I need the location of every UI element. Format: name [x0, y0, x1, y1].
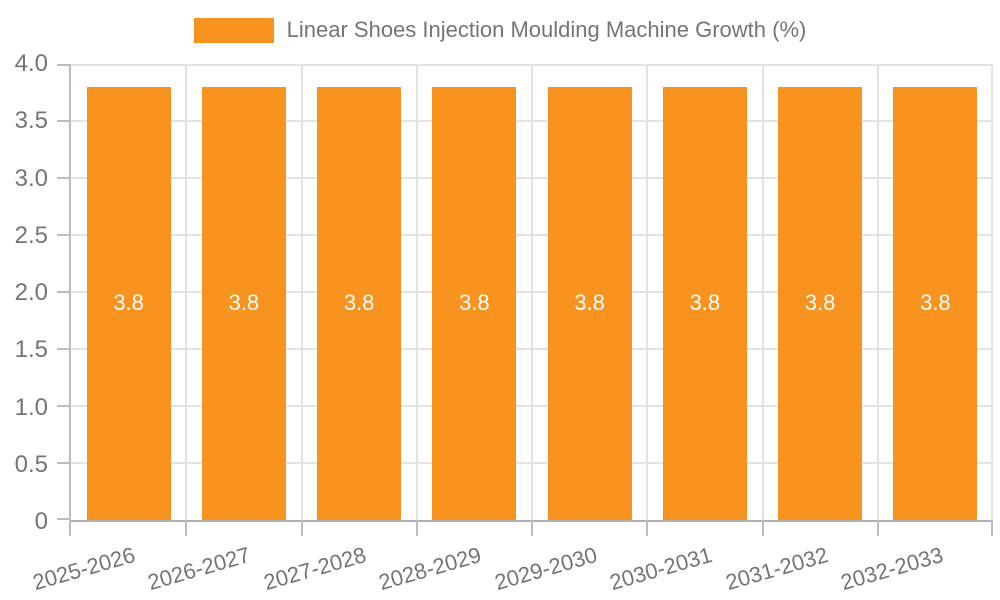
bar: 3.8 [778, 86, 863, 520]
category-cell: 3.8 [186, 64, 301, 520]
gridline [876, 64, 879, 520]
category-cell: 3.8 [302, 64, 417, 520]
bar: 3.8 [893, 86, 978, 520]
category-cell: 3.8 [71, 64, 186, 520]
y-tick-mark [57, 462, 71, 464]
y-tick-label: 2.5 [14, 221, 48, 249]
category-cell: 3.8 [532, 64, 647, 520]
y-tick-label: 3.0 [14, 164, 48, 192]
bar: 3.8 [662, 86, 747, 520]
bar-value-label: 3.8 [574, 290, 605, 316]
y-tick-label: 2.0 [14, 279, 48, 306]
x-tick-mark [761, 520, 764, 536]
gridline [300, 64, 303, 520]
y-tick-mark [57, 518, 71, 520]
bar-value-label: 3.8 [343, 290, 375, 316]
bar: 3.8 [432, 86, 517, 520]
bar-value-label: 3.8 [689, 290, 721, 316]
bar-value-label: 3.8 [459, 290, 490, 316]
gridline [415, 64, 418, 520]
category-cell: 3.8 [417, 64, 532, 520]
y-tick-label: 0.5 [14, 450, 48, 478]
gridline [646, 64, 649, 520]
bar: 3.8 [201, 86, 286, 520]
bar-value-label: 3.8 [228, 290, 260, 316]
y-tick-mark [57, 234, 71, 236]
bar: 3.8 [86, 86, 171, 520]
gridline [185, 64, 188, 520]
y-tick-mark [57, 177, 71, 179]
category-cell: 3.8 [647, 64, 762, 520]
category-cell: 3.8 [763, 64, 878, 520]
gridline [531, 64, 533, 520]
y-tick-label: 1.0 [14, 393, 48, 421]
legend-swatch-icon [193, 17, 274, 43]
bar: 3.8 [317, 86, 402, 520]
y-axis: 4.0 3.5 3.0 2.5 2.0 1.5 1.0 0.5 0 [0, 51, 50, 535]
bar-value-label: 3.8 [920, 290, 951, 316]
y-tick-mark [57, 120, 71, 122]
y-tick-mark [57, 291, 71, 293]
y-tick-mark [57, 348, 71, 350]
bar: 3.8 [547, 86, 632, 520]
x-tick-mark [991, 520, 993, 536]
y-tick-label: 0 [34, 508, 48, 535]
plot-area: 3.8 3.8 3.8 3.8 3.8 [57, 64, 993, 536]
category-cell: 3.8 [878, 64, 993, 520]
y-tick-mark [57, 405, 71, 407]
y-tick-label: 1.5 [14, 336, 48, 364]
x-tick-mark [415, 520, 418, 536]
y-tick-label: 3.5 [14, 107, 48, 135]
x-tick-mark [531, 520, 533, 536]
x-tick-mark [876, 520, 879, 536]
x-tick-mark [185, 520, 188, 536]
legend-label: Linear Shoes Injection Moulding Machine … [286, 17, 807, 42]
gridline [761, 64, 764, 520]
bar-value-label: 3.8 [804, 290, 836, 316]
x-tick-mark [69, 520, 71, 536]
gridline [991, 64, 993, 520]
x-tick-mark [300, 520, 303, 536]
y-tick-mark [57, 64, 71, 66]
chart-legend: Linear Shoes Injection Moulding Machine … [0, 17, 1000, 43]
bar-value-label: 3.8 [113, 290, 144, 316]
x-tick-mark [646, 520, 649, 536]
bars-layer: 3.8 3.8 3.8 3.8 3.8 [71, 64, 993, 520]
y-tick-label: 4.0 [14, 50, 48, 77]
